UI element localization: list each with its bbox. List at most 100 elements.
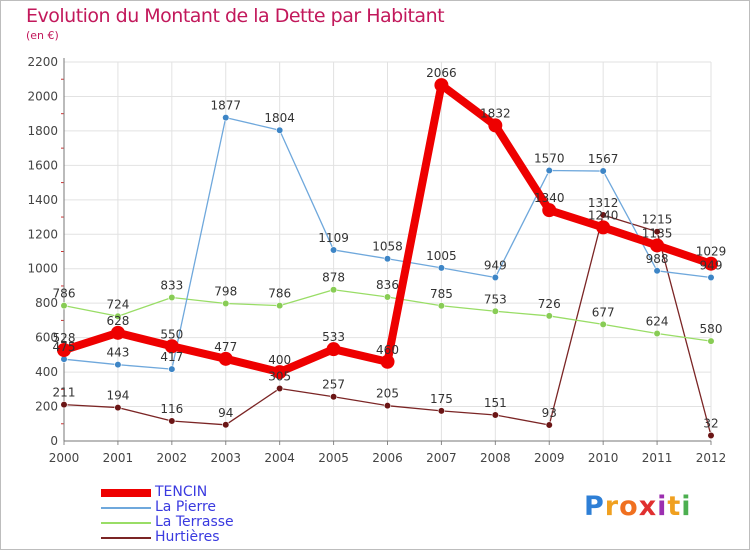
- x-tick-label: 2010: [588, 451, 619, 465]
- data-point: [599, 211, 607, 219]
- data-label: 175: [430, 392, 453, 406]
- x-tick-label: 2004: [264, 451, 295, 465]
- x-tick-label: 2000: [49, 451, 80, 465]
- data-point: [653, 228, 661, 236]
- data-label: 677: [592, 305, 615, 319]
- data-point: [110, 325, 125, 340]
- data-point: [437, 302, 446, 310]
- data-point: [329, 246, 338, 254]
- data-label: 753: [484, 292, 507, 306]
- y-tick-label: 2200: [27, 55, 58, 69]
- data-point: [276, 301, 284, 310]
- data-point: [60, 401, 68, 409]
- data-point: [599, 167, 607, 175]
- x-tick-label: 2012: [696, 451, 727, 465]
- legend-label: Hurtières: [155, 529, 220, 545]
- data-label: 211: [53, 386, 76, 400]
- data-label: 1312: [588, 196, 619, 210]
- data-point: [383, 255, 392, 263]
- data-label: 305: [268, 369, 291, 383]
- data-point: [707, 337, 715, 345]
- data-label: 194: [106, 389, 129, 403]
- data-point: [168, 417, 176, 425]
- data-label: 94: [218, 406, 233, 420]
- data-point: [542, 203, 557, 218]
- data-label: 1215: [642, 213, 673, 227]
- data-point: [707, 431, 715, 440]
- data-point: [596, 220, 611, 235]
- legend-label: TENCIN: [155, 484, 208, 500]
- data-point: [380, 354, 395, 369]
- y-tick-label: 1200: [27, 227, 58, 241]
- data-point: [434, 78, 449, 93]
- data-label: 798: [214, 285, 237, 299]
- data-label: 151: [484, 396, 507, 410]
- data-point: [545, 166, 553, 175]
- data-label: 1340: [534, 191, 565, 205]
- data-label: 786: [268, 287, 291, 301]
- x-tick-label: 2006: [372, 451, 403, 465]
- data-label: 1240: [588, 208, 619, 222]
- data-label: 1109: [318, 231, 349, 245]
- y-tick-label: 400: [35, 365, 58, 379]
- data-label: 628: [106, 314, 129, 328]
- legend-swatch: [101, 522, 151, 524]
- chart-title: Evolution du Montant de la Dette par Hab…: [26, 5, 445, 27]
- y-tick-label: 1600: [27, 158, 58, 172]
- data-point: [222, 421, 230, 429]
- data-point: [488, 118, 503, 133]
- y-tick-label: 2000: [27, 89, 58, 103]
- data-label: 1570: [534, 152, 565, 166]
- data-point: [329, 393, 338, 401]
- data-point: [164, 339, 179, 354]
- data-label: 550: [160, 327, 183, 341]
- proxiti-logo: Proxiti: [584, 491, 692, 522]
- data-label: 836: [376, 278, 399, 292]
- data-point: [276, 126, 284, 134]
- x-tick-labels: 2000 2001 2002 2003 2004 2005 2006 2007 2008 2009…: [49, 451, 727, 465]
- data-label: 949: [484, 259, 507, 273]
- data-label: 93: [542, 406, 557, 420]
- legend-swatch: [101, 489, 151, 497]
- data-point: [383, 293, 392, 301]
- data-label: 1832: [480, 106, 511, 120]
- data-label: 1877: [210, 99, 241, 113]
- series-la-pierre: [60, 114, 715, 373]
- y-tick-label: 0: [50, 434, 58, 448]
- data-point: [491, 411, 499, 419]
- legend-item: TENCIN: [101, 484, 301, 501]
- data-label: 1567: [588, 152, 619, 166]
- data-point: [114, 403, 122, 412]
- data-label: 460: [376, 343, 399, 357]
- data-point: [218, 351, 233, 366]
- data-label: 724: [106, 297, 129, 311]
- data-label: 400: [268, 353, 291, 367]
- logo-letter: o: [619, 491, 639, 522]
- legend-item: La Pierre: [101, 499, 301, 516]
- data-point: [60, 301, 68, 310]
- x-tick-label: 2009: [534, 451, 565, 465]
- data-label: 477: [214, 340, 237, 354]
- legend-swatch: [101, 507, 151, 509]
- y-tick-label: 800: [35, 296, 58, 310]
- logo-letter: r: [604, 491, 620, 522]
- legend-label: La Terrasse: [155, 514, 234, 530]
- data-label: 785: [430, 287, 453, 301]
- data-point: [114, 361, 122, 369]
- data-point: [707, 273, 715, 282]
- x-tick-label: 2002: [157, 451, 188, 465]
- data-point: [272, 365, 287, 380]
- data-label: 533: [322, 330, 345, 344]
- logo-letter: t: [667, 491, 682, 522]
- legend-label: La Pierre: [155, 499, 217, 515]
- data-label: 1058: [372, 240, 403, 254]
- data-label: 726: [538, 297, 561, 311]
- series-group: [57, 78, 718, 440]
- legend-item: Hurtières: [101, 529, 301, 546]
- data-point: [491, 307, 499, 315]
- data-label: 1804: [264, 111, 295, 125]
- logo-letter: x: [638, 491, 658, 522]
- data-point: [57, 343, 71, 358]
